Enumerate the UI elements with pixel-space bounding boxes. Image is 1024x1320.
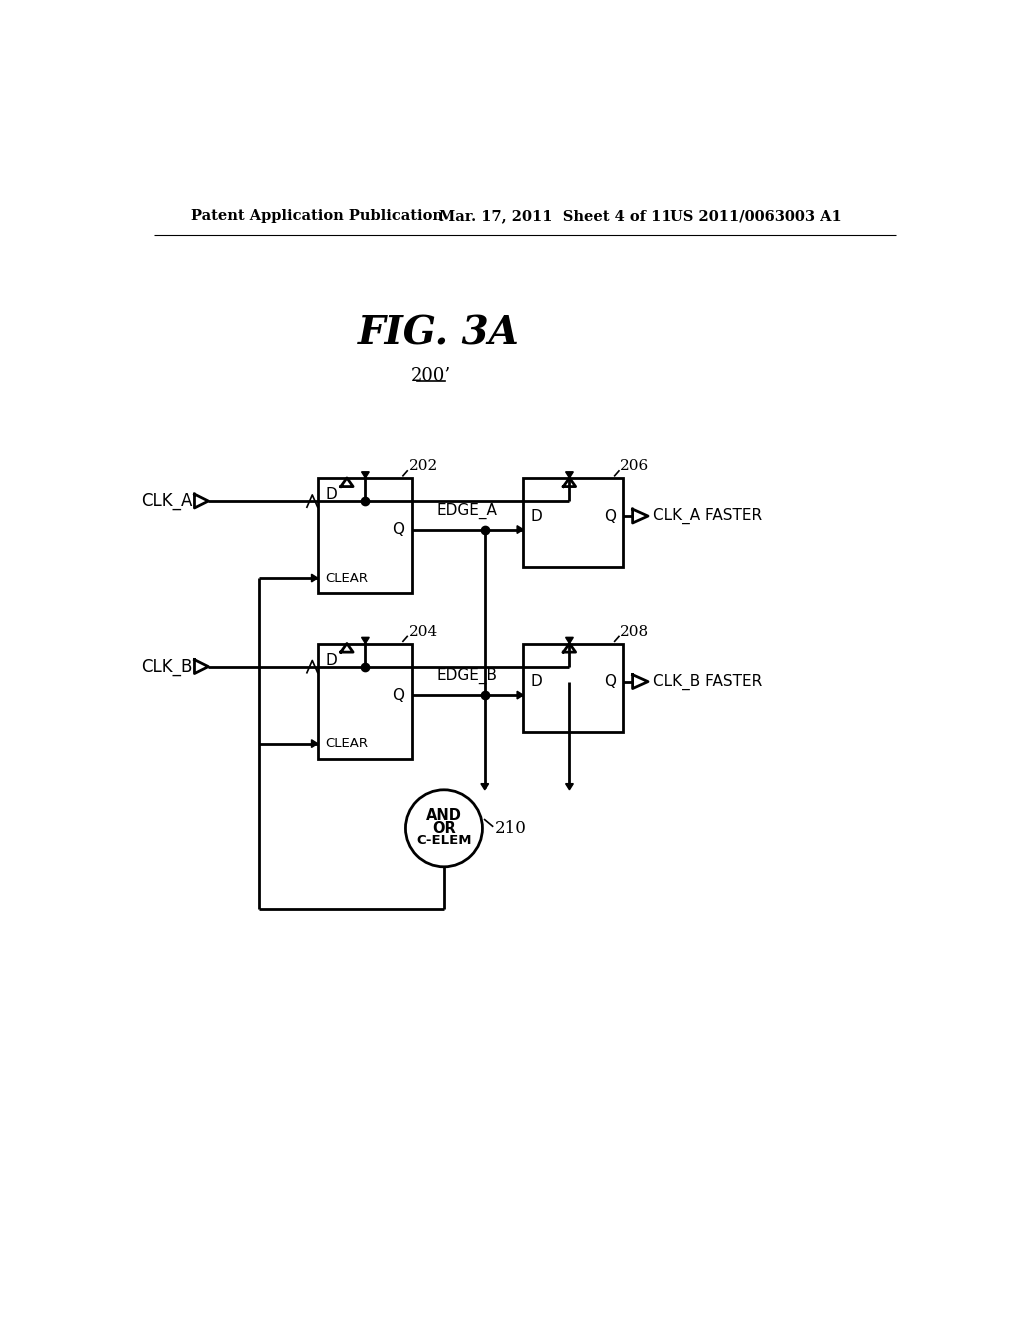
Text: Q: Q — [604, 675, 615, 689]
Text: D: D — [531, 508, 543, 524]
Text: EDGE_A: EDGE_A — [437, 503, 498, 519]
Polygon shape — [361, 471, 370, 478]
Text: US 2011/0063003 A1: US 2011/0063003 A1 — [670, 209, 842, 223]
Polygon shape — [565, 638, 573, 644]
Text: D: D — [326, 653, 337, 668]
Text: OR: OR — [432, 821, 456, 836]
Text: Q: Q — [392, 688, 403, 702]
Text: 210: 210 — [495, 820, 526, 837]
Polygon shape — [565, 784, 573, 789]
Text: CLK_A: CLK_A — [140, 492, 193, 510]
Bar — [317, 478, 412, 594]
Text: CLK_B FASTER: CLK_B FASTER — [652, 673, 762, 690]
Text: CLK_B: CLK_B — [140, 657, 193, 676]
Polygon shape — [311, 739, 317, 747]
Bar — [523, 478, 624, 566]
Polygon shape — [361, 638, 370, 644]
Bar — [317, 644, 412, 759]
Text: D: D — [531, 675, 543, 689]
Text: CLEAR: CLEAR — [326, 572, 369, 585]
Text: 200’: 200’ — [411, 367, 451, 384]
Polygon shape — [517, 692, 523, 700]
Text: Patent Application Publication: Patent Application Publication — [190, 209, 442, 223]
Bar — [523, 644, 624, 733]
Text: D: D — [326, 487, 337, 503]
Polygon shape — [517, 525, 523, 533]
Text: Q: Q — [392, 521, 403, 537]
Text: 204: 204 — [409, 624, 438, 639]
Text: EDGE_B: EDGE_B — [437, 668, 498, 684]
Text: C-ELEM: C-ELEM — [416, 834, 472, 847]
Text: 206: 206 — [621, 459, 649, 474]
Text: 208: 208 — [621, 624, 649, 639]
Text: Mar. 17, 2011  Sheet 4 of 11: Mar. 17, 2011 Sheet 4 of 11 — [438, 209, 671, 223]
Text: CLK_A FASTER: CLK_A FASTER — [652, 508, 762, 524]
Text: CLEAR: CLEAR — [326, 737, 369, 750]
Text: Q: Q — [604, 508, 615, 524]
Text: FIG. 3A: FIG. 3A — [357, 315, 519, 352]
Polygon shape — [481, 784, 488, 789]
Text: AND: AND — [426, 808, 462, 824]
Polygon shape — [311, 574, 317, 582]
Polygon shape — [565, 471, 573, 478]
Text: 202: 202 — [409, 459, 438, 474]
